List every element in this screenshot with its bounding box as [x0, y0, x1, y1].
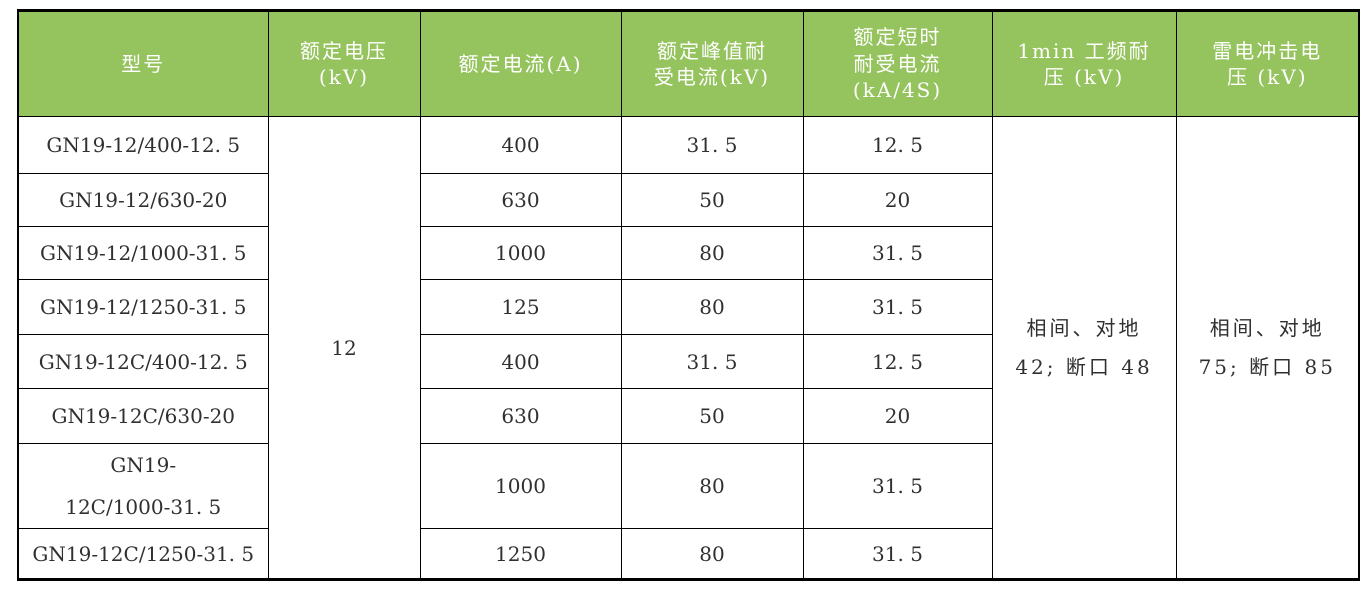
table-row: GN19-12C/630-20 630 50 20: [17, 388, 1359, 444]
table-row: GN19-12/630-20 630 50 20: [17, 173, 1359, 227]
table-row: GN19-12C/400-12. 5 400 31. 5 12. 5: [17, 334, 1359, 389]
peak-withstand-cell: 80: [620, 279, 804, 335]
header-rated-current: 额定电流(A): [419, 10, 622, 117]
model-cell: GN19- 12C/1000-31. 5: [17, 443, 269, 529]
lightning-impulse-cell: 相间、对地 75; 断口 85: [1175, 116, 1360, 580]
short-time-withstand-cell: 20: [802, 173, 993, 227]
table-row: GN19-12/400-12. 5 12 400 31. 5 12. 5 相间、…: [17, 116, 1360, 580]
rated-current-cell: 1000: [419, 443, 622, 529]
rated-voltage-cell: 12: [267, 116, 421, 580]
rated-current-cell: 1000: [419, 226, 622, 280]
rated-current-cell: 630: [419, 173, 622, 227]
peak-withstand-cell: 50: [620, 173, 804, 227]
header-peak-withstand: 额定峰值耐 受电流(kV): [620, 10, 804, 117]
rated-current-cell: 125: [419, 279, 622, 335]
model-cell: GN19-12/630-20: [17, 173, 269, 227]
short-time-withstand-cell: 12. 5: [802, 116, 993, 174]
model-cell: GN19-12/400-12. 5: [17, 116, 269, 174]
model-cell: GN19-12C/1250-31. 5: [17, 528, 269, 580]
header-model: 型号: [17, 10, 269, 117]
model-cell: GN19-12/1000-31. 5: [17, 226, 269, 280]
header-power-frequency: 1min 工频耐 压 (kV): [991, 10, 1177, 117]
peak-withstand-cell: 31. 5: [620, 116, 804, 174]
table-row: GN19-12/1000-31. 5 1000 80 31. 5: [17, 226, 1359, 280]
header-rated-voltage: 额定电压 (kV): [267, 10, 421, 117]
rated-current-cell: 400: [419, 334, 622, 389]
table-row: GN19- 12C/1000-31. 5 1000 80 31. 5: [17, 443, 1359, 529]
rated-current-cell: 630: [419, 388, 622, 444]
header-short-time-withstand: 额定短时 耐受电流 (kA/4S): [802, 10, 993, 117]
header-row: 型号 额定电压 (kV) 额定电流(A) 额定峰值耐 受电流(kV) 额定短时 …: [17, 10, 1360, 117]
short-time-withstand-cell: 31. 5: [802, 226, 993, 280]
peak-withstand-cell: 31. 5: [620, 334, 804, 389]
peak-withstand-cell: 80: [620, 443, 804, 529]
rated-current-cell: 1250: [419, 528, 622, 580]
peak-withstand-cell: 80: [620, 528, 804, 580]
peak-withstand-cell: 80: [620, 226, 804, 280]
peak-withstand-cell: 50: [620, 388, 804, 444]
short-time-withstand-cell: 12. 5: [802, 334, 993, 389]
short-time-withstand-cell: 31. 5: [802, 528, 993, 580]
short-time-withstand-cell: 31. 5: [802, 279, 993, 335]
short-time-withstand-cell: 20: [802, 388, 993, 444]
short-time-withstand-cell: 31. 5: [802, 443, 993, 529]
table-row: GN19-12C/1250-31. 5 1250 80 31. 5: [17, 528, 1359, 580]
model-cell: GN19-12/1250-31. 5: [17, 279, 269, 335]
model-cell: GN19-12C/400-12. 5: [17, 334, 269, 389]
table-row: GN19-12/1250-31. 5 125 80 31. 5: [17, 279, 1359, 335]
rated-current-cell: 400: [419, 116, 622, 174]
model-cell: GN19-12C/630-20: [17, 388, 269, 444]
header-lightning-impulse: 雷电冲击电 压 (kV): [1175, 10, 1360, 117]
spec-table: 型号 额定电压 (kV) 额定电流(A) 额定峰值耐 受电流(kV) 额定短时 …: [17, 9, 1360, 581]
power-frequency-withstand-cell: 相间、对地 42; 断口 48: [991, 116, 1177, 580]
